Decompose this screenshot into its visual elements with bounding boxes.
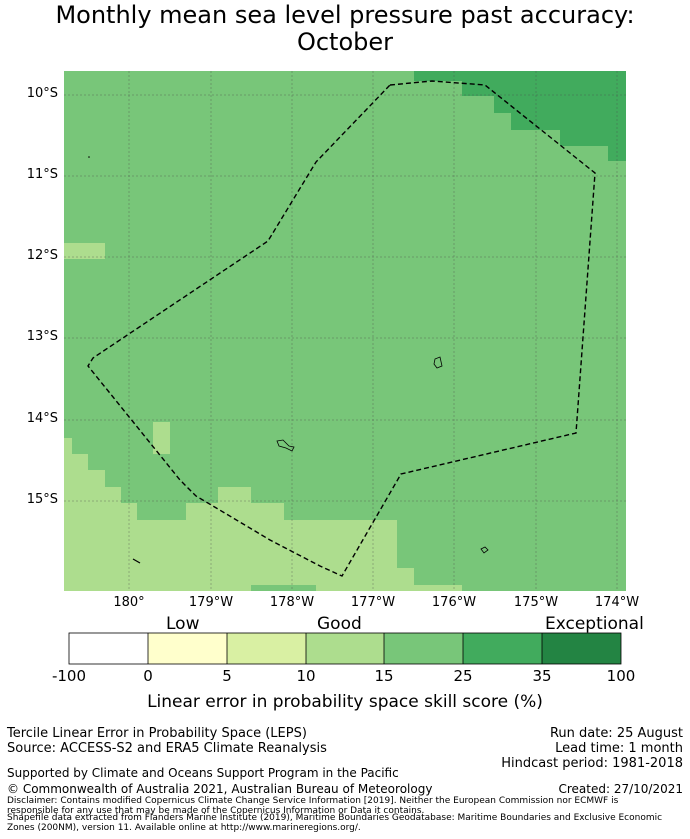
graticule xyxy=(64,71,626,591)
footer-support: Supported by Climate and Oceans Support … xyxy=(7,766,399,780)
lon-label-178w: 178°W xyxy=(269,595,315,610)
lat-label-12s: 12°S xyxy=(26,248,58,263)
disclaimer-line3: Shapefile data extracted from Flanders M… xyxy=(7,813,663,823)
lon-label-174w: 174°W xyxy=(594,595,640,610)
skill-zone-10-15-patch2 xyxy=(218,487,251,503)
legend-category-good: Good xyxy=(317,614,362,634)
eez-boundary xyxy=(87,80,596,577)
colorbar-bin-10-15 xyxy=(306,633,384,664)
map-title-line2: October xyxy=(296,28,394,56)
lon-label-179w: 179°W xyxy=(188,595,234,610)
lon-label-175w: 175°W xyxy=(513,595,559,610)
footer-product: Tercile Linear Error in Probability Spac… xyxy=(7,726,307,741)
legend-category-low: Low xyxy=(166,614,200,634)
colorbar-bin-0-5 xyxy=(148,633,227,664)
footer-copyright: © Commonwealth of Australia 2021, Austra… xyxy=(7,782,433,796)
footer-lead-time: Lead time: 1 month xyxy=(555,741,683,756)
colorbar-tick--100: -100 xyxy=(51,667,87,685)
skill-map xyxy=(64,71,626,665)
island-southwest xyxy=(132,558,141,564)
colorbar-tick-10: 10 xyxy=(296,667,316,685)
colorbar-bin--100-0 xyxy=(69,633,148,664)
colorbar-bin-25-35 xyxy=(463,633,542,664)
disclaimer-line4: Zones (200NM), version 11. Available onl… xyxy=(7,823,361,833)
colorbar-tick-5: 5 xyxy=(222,667,232,685)
skill-zone-15-25-strip xyxy=(251,585,316,591)
disclaimer-line2: responsible for any use that may be made… xyxy=(7,806,425,816)
lat-label-15s: 15°S xyxy=(26,492,58,507)
colorbar-bin-15-25 xyxy=(384,633,463,664)
skill-zone-10-15-south xyxy=(64,438,462,591)
footer-created: Created: 27/10/2021 xyxy=(558,782,683,796)
lon-label-176w: 176°W xyxy=(431,595,477,610)
legend-category-exceptional: Exceptional xyxy=(545,614,644,634)
colorbar-tick-0: 0 xyxy=(143,667,153,685)
lon-label-180: 180° xyxy=(113,595,145,610)
colorbar-tick-25: 25 xyxy=(453,667,473,685)
colorbar-bin-5-10 xyxy=(227,633,306,664)
footer-source: Source: ACCESS-S2 and ERA5 Climate Reana… xyxy=(7,741,327,756)
footer-run-date: Run date: 25 August xyxy=(549,726,683,741)
lat-label-11s: 11°S xyxy=(26,167,58,182)
colorbar-bin-35-100 xyxy=(542,633,621,664)
island-northwest xyxy=(88,156,90,158)
skill-zone-10-15-patch xyxy=(153,422,170,454)
lon-label-177w: 177°W xyxy=(350,595,396,610)
skill-zone-25-35 xyxy=(414,71,626,161)
lat-label-14s: 14°S xyxy=(26,411,58,426)
colorbar-label: Linear error in probability space skill … xyxy=(147,692,543,712)
map-background xyxy=(64,71,626,591)
lat-label-13s: 13°S xyxy=(26,329,58,344)
colorbar xyxy=(68,632,622,665)
island-wallis xyxy=(433,356,443,369)
map-title-line1: Monthly mean sea level pressure past acc… xyxy=(55,1,635,29)
skill-zone-10-15-west xyxy=(64,243,105,259)
disclaimer-line1: Disclaimer: Contains modified Copernicus… xyxy=(7,796,619,806)
island-futuna xyxy=(276,439,295,452)
colorbar-tick-100: 100 xyxy=(606,667,636,685)
island-east xyxy=(480,546,489,554)
colorbar-tick-35: 35 xyxy=(532,667,552,685)
lat-label-10s: 10°S xyxy=(26,86,58,101)
colorbar-tick-15: 15 xyxy=(374,667,394,685)
footer-hindcast: Hindcast period: 1981-2018 xyxy=(501,756,683,771)
